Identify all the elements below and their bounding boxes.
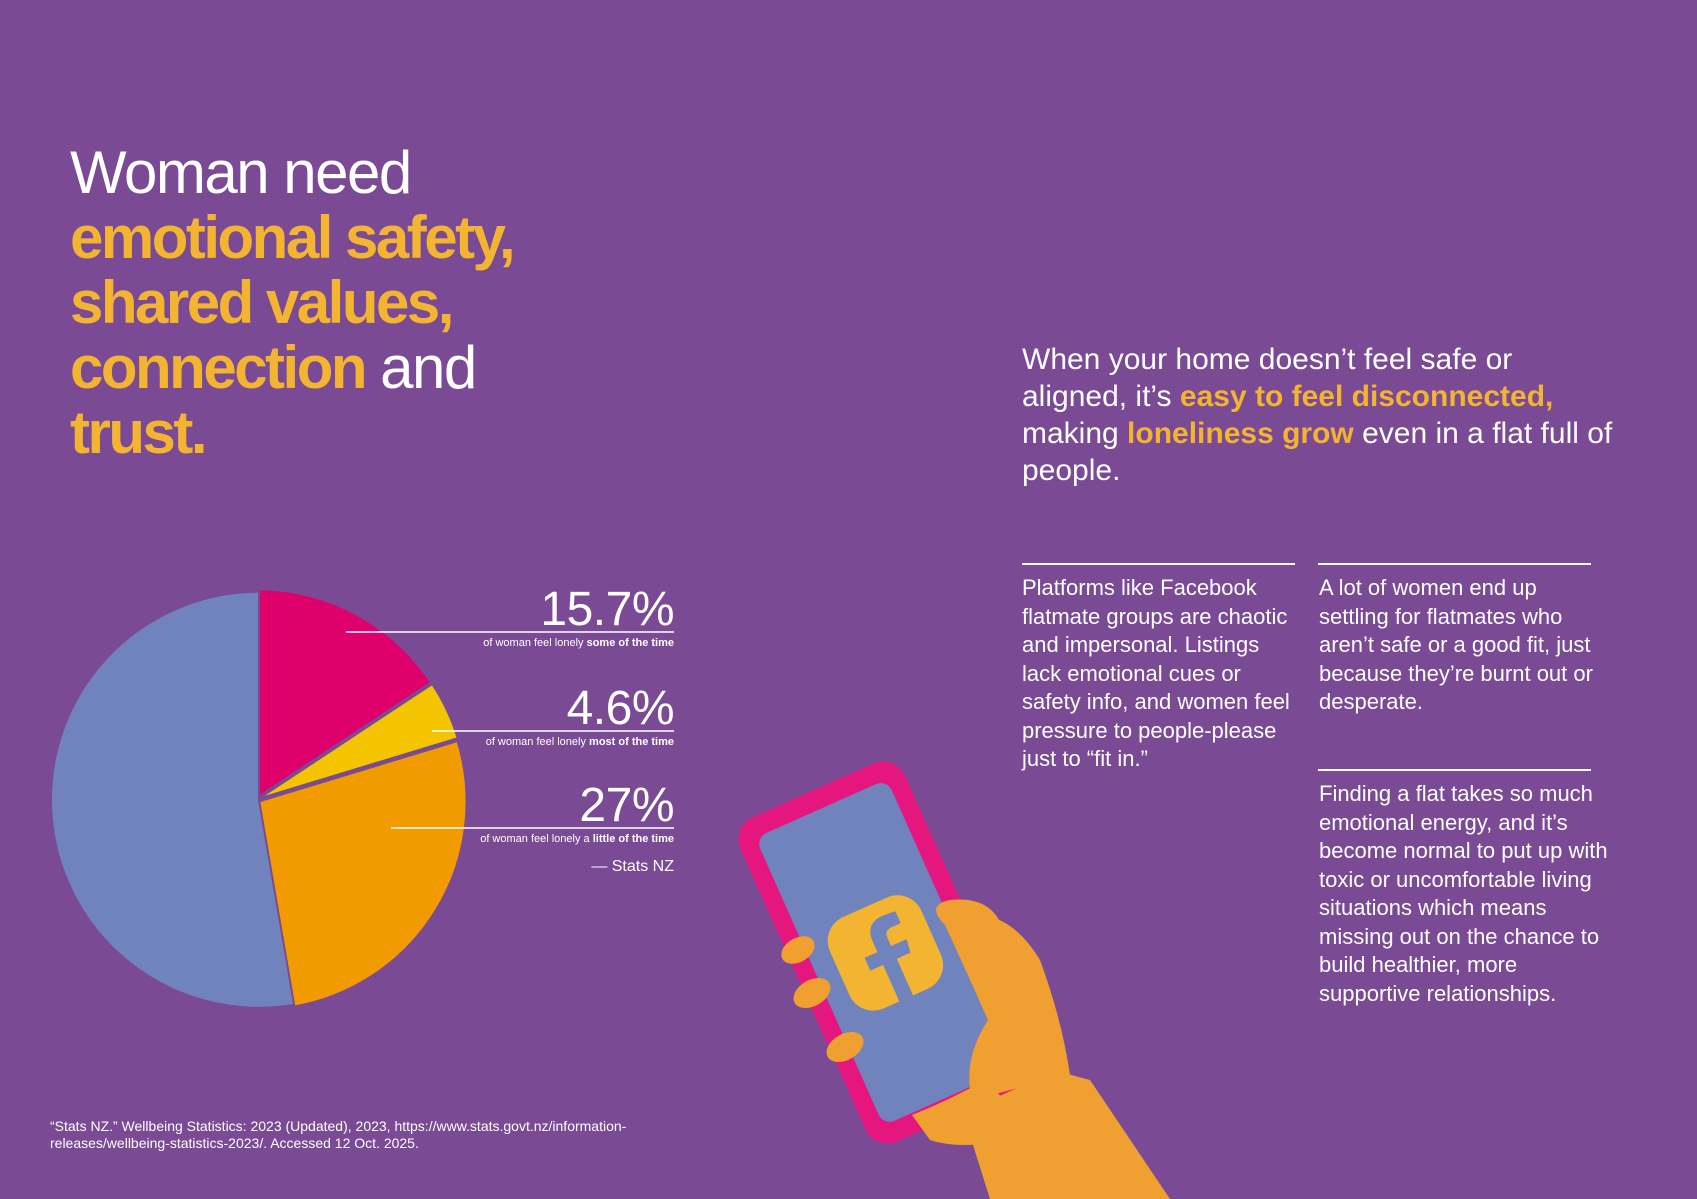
caption-little-pre: of woman feel lonely a <box>480 833 593 845</box>
caption-most-pre: of woman feel lonely <box>485 736 590 748</box>
headline-line-3: shared values, <box>70 269 454 336</box>
rule-left <box>1022 563 1295 565</box>
stat-value-most: 4.6% <box>566 682 675 735</box>
phone-illustration <box>738 761 1170 1199</box>
stat-caption-little: of woman feel lonely a little of the tim… <box>480 833 674 846</box>
stat-source: — Stats NZ <box>591 858 674 875</box>
headline: Woman need emotional safety, shared valu… <box>70 140 710 465</box>
pie-slice-4 <box>50 590 296 1009</box>
intro-part-2: making <box>1022 417 1128 450</box>
caption-some-pre: of woman feel lonely <box>483 637 587 649</box>
column-right-bottom-text: Finding a flat takes so much emotional e… <box>1319 781 1608 1006</box>
finger-3 <box>826 1031 864 1063</box>
headline-line-4: connection and <box>70 335 710 400</box>
pie-slice-1 <box>256 588 432 799</box>
pie-chart <box>50 588 468 1009</box>
pie-slice-3 <box>257 740 468 1008</box>
headline-connection: connection <box>70 334 368 401</box>
intro-part-1: When your home doesn’t feel safe or alig… <box>1022 343 1513 413</box>
headline-line-5: trust. <box>70 399 208 466</box>
hand-lower <box>912 1080 1013 1145</box>
stat-value-little: 27% <box>579 779 674 832</box>
intro-part-3: even in a flat full of people. <box>1022 417 1613 487</box>
facebook-icon <box>827 895 944 1011</box>
pie-slice-2 <box>257 682 459 800</box>
stat-caption-most: of woman feel lonely most of the time <box>486 736 674 749</box>
caption-some-bold: some of the time <box>586 637 674 649</box>
stat-value-some: 15.7% <box>540 583 674 636</box>
citation-footnote: “Stats NZ.” Wellbeing Statistics: 2023 (… <box>50 1118 627 1151</box>
finger-1 <box>781 936 815 964</box>
headline-line-1: Woman need <box>70 139 412 206</box>
column-right-top-text: A lot of women end up settling for flatm… <box>1319 575 1593 714</box>
caption-little-bold: little of the time <box>592 833 674 845</box>
intro-highlight-1: easy to feel disconnected, <box>1179 380 1554 413</box>
intro-highlight-2: loneliness grow <box>1127 417 1354 450</box>
rule-right-bottom <box>1318 769 1591 771</box>
stat-caption-some: of woman feel lonely some of the time <box>483 637 674 650</box>
column-left-text: Platforms like Facebook flatmate groups … <box>1022 575 1290 771</box>
headline-and: and <box>365 334 477 401</box>
caption-most-bold: most of the time <box>589 736 674 748</box>
thumb <box>936 899 1005 965</box>
finger-2 <box>793 977 831 1009</box>
headline-line-2: emotional safety, <box>70 204 516 271</box>
intro-paragraph: When your home doesn’t feel safe or alig… <box>1022 341 1622 489</box>
rule-right-top <box>1318 563 1591 565</box>
